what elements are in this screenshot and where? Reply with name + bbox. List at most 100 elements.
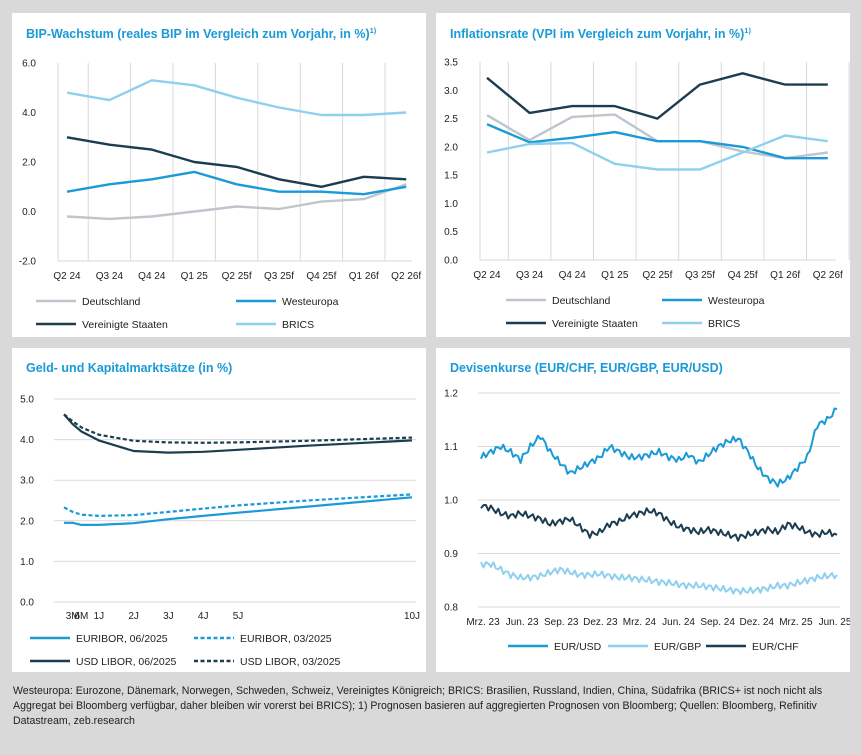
x-tick-label: Q2 24 — [473, 270, 501, 281]
x-tick-label: Mrz. 25 — [779, 617, 813, 628]
fx-chart-panel: Devisenkurse (EUR/CHF, EUR/GBP, EUR/USD)… — [436, 348, 850, 672]
fx-chart: 1.2 1.1 1.0 0.9 0.8 Mrz. 23 Jun. 23 Sep. 23 Dez.… — [444, 389, 850, 653]
x-tick-label: Q3 24 — [96, 271, 124, 282]
y-tick-label: 3.0 — [444, 86, 458, 97]
y-tick-label: 2.5 — [444, 114, 458, 125]
y-tick-label: 5.0 — [20, 395, 34, 406]
x-tick-label: Sep. 23 — [544, 617, 579, 628]
y-tick-label: 0.0 — [22, 207, 36, 218]
cpi-chart-title: Inflationsrate (VPI im Vergleich zum Vor… — [450, 26, 751, 42]
legend-label: Deutschland — [552, 295, 611, 307]
x-tick-label: Q4 24 — [138, 271, 166, 282]
legend-label: Vereinigte Staaten — [552, 318, 638, 330]
x-tick-label: Q3 25f — [264, 271, 294, 282]
x-tick-label: Jun. 25 — [819, 617, 850, 628]
y-tick-label: 2.0 — [22, 158, 36, 169]
footnote: Westeuropa: Eurozone, Dänemark, Norwegen… — [13, 685, 823, 727]
x-tick-label: Q3 25f — [685, 270, 715, 281]
legend-label: Westeuropa — [708, 295, 765, 307]
x-tick-label: Sep. 24 — [700, 617, 735, 628]
x-tick-label: 3M — [66, 611, 80, 622]
x-tick-label: 5J — [233, 611, 244, 622]
x-tick-label: 4J — [198, 611, 209, 622]
y-tick-label: 2.0 — [20, 516, 34, 527]
legend-label: EURIBOR, 06/2025 — [76, 633, 168, 645]
x-tick-label: Jun. 23 — [506, 617, 539, 628]
x-tick-label: Q2 24 — [53, 271, 81, 282]
series-line-eur-usd — [480, 407, 838, 488]
x-tick-label: Mrz. 23 — [466, 617, 500, 628]
y-tick-label: 0.0 — [444, 256, 458, 267]
y-tick-label: 2.0 — [444, 142, 458, 153]
legend-label: USD LIBOR, 03/2025 — [240, 656, 341, 668]
fx-chart-title: Devisenkurse (EUR/CHF, EUR/GBP, EUR/USD) — [450, 361, 723, 375]
series-line-westeuropa — [66, 170, 407, 196]
x-tick-label: Q2 26f — [813, 270, 843, 281]
x-tick-label: Q2 25f — [222, 271, 252, 282]
y-tick-label: 0.5 — [444, 227, 458, 238]
legend-label: EUR/CHF — [752, 641, 799, 653]
x-tick-label: Jun. 24 — [662, 617, 695, 628]
x-tick-label: Q4 24 — [559, 270, 587, 281]
x-tick-label: 3J — [163, 611, 174, 622]
y-tick-label: 1.5 — [444, 171, 458, 182]
x-tick-label: 2J — [128, 611, 139, 622]
y-tick-label: 1.0 — [20, 557, 34, 568]
x-tick-label: Q1 25 — [181, 271, 209, 282]
series-line-brics — [486, 134, 828, 171]
series-line-deutschland — [66, 183, 407, 221]
y-tick-label: 1.0 — [444, 496, 458, 507]
legend-label: Deutschland — [82, 296, 141, 308]
series-line-deutschland — [486, 113, 828, 160]
series-line-usd-libor-03-2025 — [63, 413, 413, 444]
gdp-chart-title: BIP-Wachstum (reales BIP im Vergleich zu… — [26, 26, 377, 42]
y-tick-label: 0.8 — [444, 603, 458, 614]
y-tick-label: 4.0 — [20, 435, 34, 446]
y-tick-label: 6.0 — [22, 59, 36, 70]
series-line-euribor-06-2025 — [64, 496, 413, 526]
x-tick-label: Q2 26f — [391, 271, 421, 282]
x-tick-label: Q1 26f — [770, 270, 800, 281]
x-tick-label: Dez. 23 — [583, 617, 618, 628]
legend-label: BRICS — [282, 319, 314, 331]
y-tick-label: 0.0 — [20, 598, 34, 609]
y-tick-label: 0.9 — [444, 549, 458, 560]
y-tick-label: 3.0 — [20, 476, 34, 487]
series-line-eur-chf — [480, 504, 838, 542]
legend-label: Westeuropa — [282, 296, 339, 308]
rates-chart-title: Geld- und Kapitalmarktsätze (in %) — [26, 361, 233, 375]
y-tick-label: 4.0 — [22, 108, 36, 119]
legend-label: EURIBOR, 03/2025 — [240, 633, 332, 645]
rates-chart-panel: Geld- und Kapitalmarktsätze (in %) 5.0 4.… — [12, 348, 426, 672]
x-tick-label: 1J — [94, 611, 105, 622]
x-tick-label: Mrz. 24 — [623, 617, 657, 628]
legend-label: EUR/GBP — [654, 641, 701, 653]
x-tick-label: Dez. 24 — [740, 617, 775, 628]
x-tick-label: Q1 26f — [349, 271, 379, 282]
series-line-usd-libor-06-2025 — [63, 413, 413, 454]
series-line-vereinigte-staaten — [66, 136, 407, 188]
legend-label: BRICS — [708, 318, 740, 330]
gdp-chart: 6.0 4.0 2.0 0.0 -2.0 Q2 24 Q3 24 Q4 24 Q1 25 Q2 2… — [19, 59, 422, 331]
series-line-brics — [66, 79, 407, 117]
series-line-eur-gbp — [480, 561, 838, 595]
series-line-westeuropa — [486, 123, 828, 160]
x-tick-label: 10J — [404, 611, 420, 622]
x-tick-label: Q4 25f — [728, 270, 758, 281]
y-tick-label: -2.0 — [19, 257, 37, 268]
legend-label: EUR/USD — [554, 641, 602, 653]
x-tick-label: Q3 24 — [516, 270, 544, 281]
series-line-euribor-03-2025 — [63, 493, 413, 517]
x-tick-label: Q2 25f — [642, 270, 672, 281]
series-line-vereinigte-staaten — [486, 72, 828, 120]
legend-label: USD LIBOR, 06/2025 — [76, 656, 177, 668]
x-tick-label: Q1 25 — [601, 270, 629, 281]
y-tick-label: 3.5 — [444, 58, 458, 69]
legend-label: Vereinigte Staaten — [82, 319, 168, 331]
y-tick-label: 1.0 — [444, 199, 458, 210]
x-tick-label: Q4 25f — [306, 271, 336, 282]
gdp-chart-panel: BIP-Wachstum (reales BIP im Vergleich zu… — [12, 13, 426, 337]
x-tick-label: 6M — [74, 611, 88, 622]
y-tick-label: 1.2 — [444, 389, 458, 400]
